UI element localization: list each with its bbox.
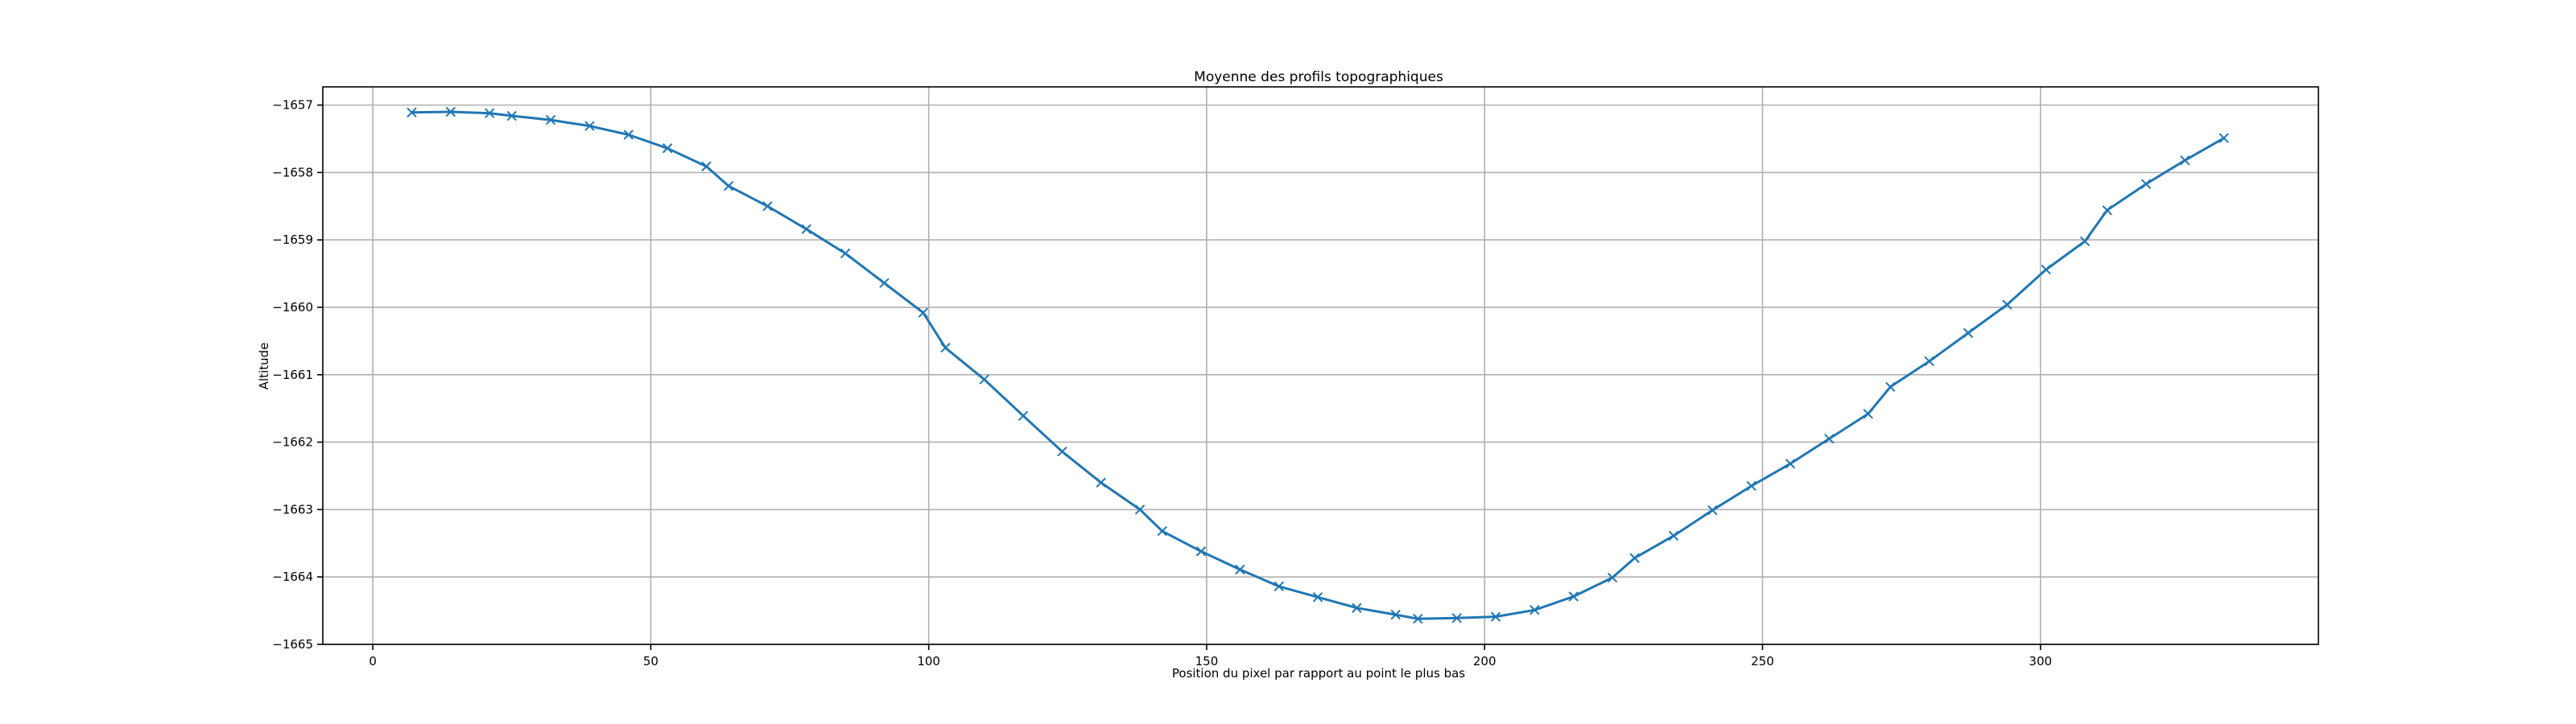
y-tick-label: −1664 [272, 570, 313, 584]
data-point-marker [979, 374, 989, 385]
data-point-marker [445, 106, 456, 117]
x-tick-label: 150 [1195, 654, 1219, 668]
data-point-marker [545, 114, 556, 125]
y-tick-label: −1662 [272, 435, 313, 450]
data-point-marker [723, 180, 734, 191]
data-point-marker [2002, 299, 2013, 310]
data-point-marker [1607, 572, 1618, 583]
data-point-marker [1235, 564, 1245, 575]
series-markers [407, 106, 2229, 624]
data-point-marker [1057, 446, 1067, 457]
data-point-marker [1451, 613, 1462, 623]
data-point-marker [1824, 434, 1835, 444]
x-tick-label: 50 [643, 654, 658, 668]
data-point-marker [801, 224, 811, 235]
data-point-marker [762, 201, 773, 212]
data-point-marker [1530, 605, 1540, 615]
data-point-marker [662, 143, 673, 154]
data-point-marker [1746, 480, 1757, 492]
data-point-marker [1018, 410, 1029, 422]
data-point-marker [1863, 409, 1873, 419]
data-point-marker [840, 248, 851, 259]
data-point-marker [623, 130, 634, 140]
data-point-marker [484, 108, 495, 118]
series-altitude [407, 106, 2229, 624]
x-axis-label: Position du pixel par rapport au point l… [1172, 666, 1465, 681]
x-tick-label: 200 [1473, 654, 1496, 668]
data-point-marker [584, 121, 595, 131]
data-point-marker [918, 307, 928, 318]
x-axis: 0 50 100 150 200 250 300 [369, 644, 2052, 668]
data-point-marker [1157, 526, 1167, 537]
data-point-marker [1629, 553, 1640, 563]
data-point-marker [1195, 546, 1207, 557]
gridlines [323, 87, 2318, 645]
y-tick-label: −1665 [272, 637, 313, 652]
chart-title: Moyenne des profils topographiques [1194, 69, 1443, 85]
data-point-marker [506, 110, 517, 121]
data-point-marker [1352, 603, 1362, 613]
x-tick-label: 100 [917, 654, 940, 668]
data-point-marker [701, 161, 712, 172]
plot-area-frame [322, 86, 2319, 645]
data-point-marker [1924, 356, 1934, 367]
data-point-marker [1568, 591, 1579, 602]
x-tick-label: 0 [369, 654, 377, 668]
data-point-marker [1785, 459, 1796, 469]
y-tick-label: −1659 [272, 232, 313, 247]
data-point-marker [1885, 381, 1896, 393]
y-tick-label: −1663 [272, 502, 313, 516]
y-tick-label: −1657 [272, 98, 313, 113]
data-point-marker [1413, 613, 1423, 624]
y-tick-label: −1660 [272, 300, 313, 315]
x-tick-label: 250 [1751, 654, 1774, 668]
y-tick-label: −1661 [272, 368, 313, 382]
data-point-marker [407, 107, 417, 118]
data-point-marker [2041, 264, 2051, 275]
data-point-marker [1707, 505, 1718, 516]
y-tick-label: −1658 [272, 165, 313, 179]
y-axis-label: Altitude [257, 343, 271, 390]
data-point-marker [2140, 179, 2152, 189]
data-point-marker [1134, 504, 1146, 515]
data-point-marker [1390, 609, 1401, 620]
data-point-marker [940, 343, 951, 353]
data-point-marker [1096, 477, 1106, 488]
data-point-marker [879, 278, 890, 289]
data-point-marker [2079, 236, 2091, 247]
y-axis: −1665 −1664 −1663 −1662 −1661 −1660 −1659 −1658… [272, 98, 323, 652]
data-point-marker [2102, 205, 2112, 216]
x-tick-label: 300 [2029, 654, 2052, 668]
data-point-marker [1668, 530, 1679, 541]
data-point-marker [1274, 581, 1284, 592]
data-point-marker [1490, 611, 1501, 622]
data-point-marker [2219, 133, 2229, 143]
data-point-marker [2180, 155, 2190, 166]
data-point-marker [1963, 327, 1974, 339]
data-point-marker [1312, 592, 1323, 603]
